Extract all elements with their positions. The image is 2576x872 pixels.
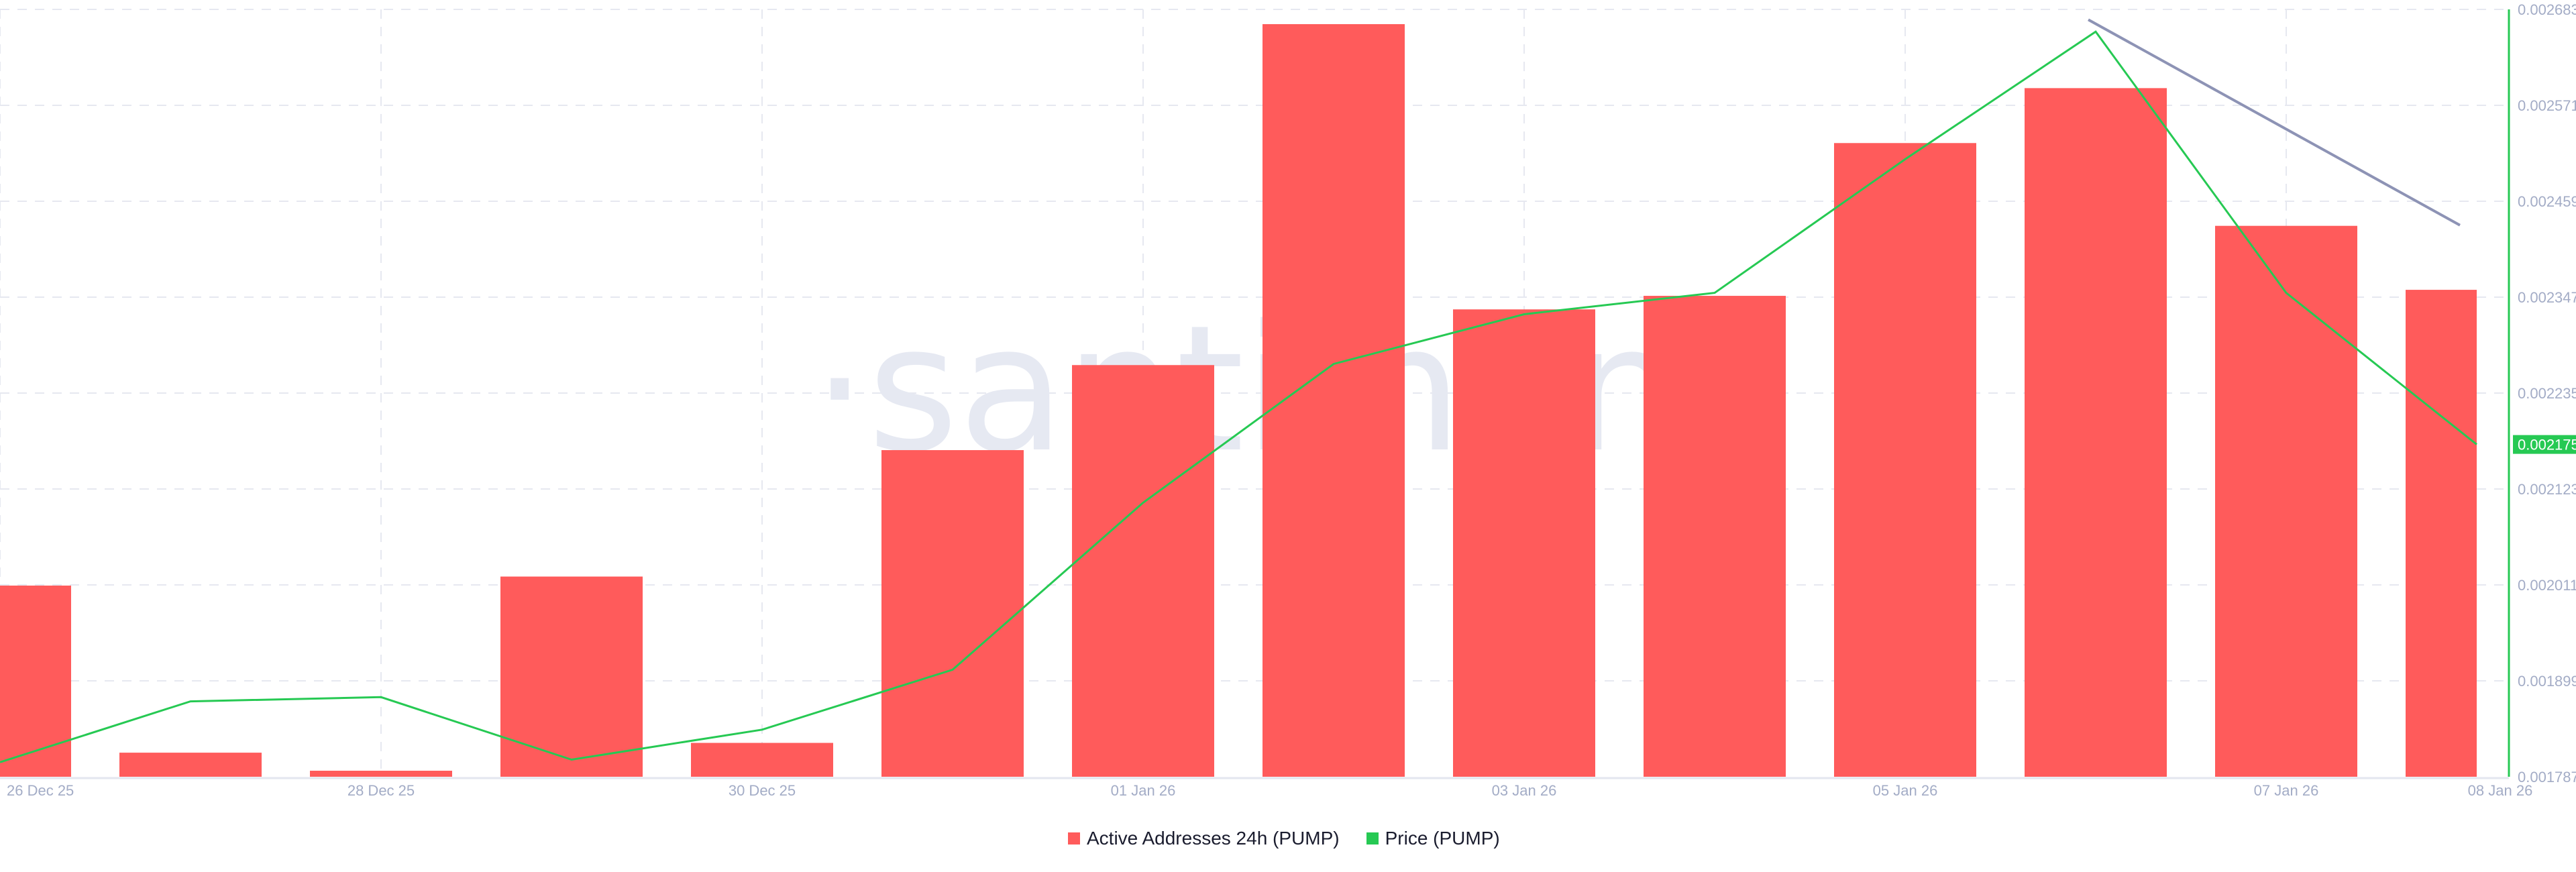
bar	[1834, 143, 1976, 777]
bar	[119, 753, 262, 777]
trend-line	[2088, 18, 2461, 227]
legend: Active Addresses 24h (PUMP) Price (PUMP)	[1068, 828, 1527, 849]
right-axis: 0.002683 0.002571 0.002459 0.002347 0.002235…	[0, 1, 2576, 785]
price-tick-label: 0.002459	[2518, 193, 2576, 210]
price-tick-label: 0.002571	[2518, 97, 2576, 114]
bar	[310, 771, 452, 777]
current-price-badge	[2513, 435, 2576, 454]
x-tick-label: 07 Jan 26	[2254, 782, 2319, 799]
current-price-label: 0.002175	[2518, 437, 2576, 453]
legend-label: Price (PUMP)	[1385, 828, 1500, 849]
bar	[1072, 365, 1214, 777]
legend-item-price[interactable]: Price (PUMP)	[1366, 828, 1500, 849]
bar	[2215, 225, 2357, 777]
price-tick-label: 0.001899	[2518, 673, 2576, 690]
bar	[1644, 296, 1786, 777]
x-tick-label: 01 Jan 26	[1111, 782, 1176, 799]
price-tick-label: 0.002235	[2518, 385, 2576, 402]
legend-swatch-price	[1366, 832, 1379, 844]
bar	[500, 576, 643, 777]
x-tick-label: 28 Dec 25	[347, 782, 415, 799]
bar	[881, 450, 1024, 777]
x-tick-label: 05 Jan 26	[1873, 782, 1938, 799]
price-tick-label: 0.002011	[2518, 577, 2576, 594]
x-tick-label: 08 Jan 26	[2468, 782, 2533, 799]
price-line-group	[0, 30, 2477, 763]
x-axis: 26 Dec 25 28 Dec 25 30 Dec 25 01 Jan 26 03 J…	[7, 782, 2532, 799]
bar	[0, 586, 71, 777]
price-tick-label: 0.001787	[2518, 769, 2576, 785]
price-tick-label: 0.002347	[2518, 289, 2576, 306]
bars-active-addresses	[0, 24, 2477, 777]
legend-item-active-addresses[interactable]: Active Addresses 24h (PUMP)	[1068, 828, 1340, 849]
bar	[2406, 290, 2477, 777]
bar	[2025, 88, 2167, 777]
trend-line-group	[2088, 18, 2461, 227]
price-line	[0, 30, 2477, 763]
price-tick-label: 0.002683	[2518, 1, 2576, 18]
chart: ·santiment· 0.0026830.0025710.0024590.00…	[0, 1, 2576, 799]
x-tick-label: 03 Jan 26	[1492, 782, 1557, 799]
legend-label: Active Addresses 24h (PUMP)	[1087, 828, 1340, 849]
bar	[1453, 309, 1595, 777]
price-tick-label: 0.002123	[2518, 481, 2576, 498]
x-tick-label: 30 Dec 25	[729, 782, 796, 799]
legend-swatch-active-addresses	[1068, 832, 1080, 844]
bar	[1263, 24, 1405, 777]
x-tick-label: 26 Dec 25	[7, 782, 74, 799]
bar	[691, 743, 833, 777]
